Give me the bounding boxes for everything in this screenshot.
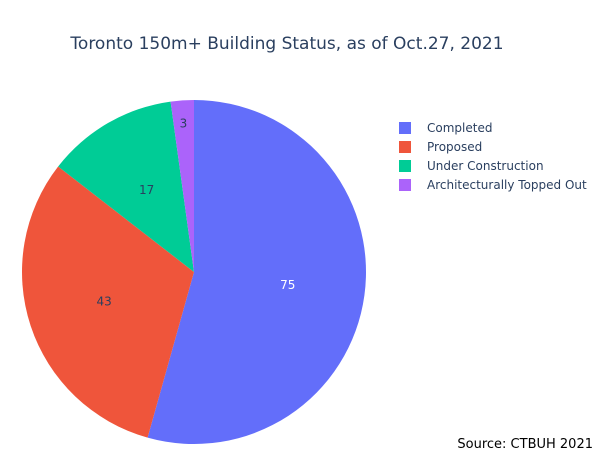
data-label-under-construction: 17 [139, 183, 154, 197]
legend-item-under-construction[interactable]: Under Construction [399, 159, 544, 173]
pie-slice-under-construction[interactable] [58, 101, 194, 272]
legend-item-proposed[interactable]: Proposed [399, 140, 482, 154]
pie-slice-architecturally-topped-out[interactable] [170, 100, 194, 272]
pie-slices [22, 100, 367, 444]
pie-slice-proposed[interactable] [22, 166, 195, 438]
legend-item-completed[interactable]: Completed [399, 121, 492, 135]
legend-swatch-under-construction [399, 160, 411, 172]
source-note: Source: CTBUH 2021 [457, 437, 593, 452]
data-label-proposed: 43 [97, 295, 112, 309]
chart-title: Toronto 150m+ Building Status, as of Oct… [70, 34, 504, 54]
legend-item-architecturally-topped-out[interactable]: Architecturally Topped Out [399, 178, 587, 192]
legend-label-under-construction: Under Construction [427, 159, 544, 173]
legend-swatch-proposed [399, 141, 411, 153]
pie-data-labels: 75 43 17 3 [97, 116, 296, 308]
data-label-completed: 75 [280, 278, 295, 292]
legend-label-architecturally-topped-out: Architecturally Topped Out [427, 178, 587, 192]
data-label-architecturally-topped-out: 3 [180, 116, 188, 130]
legend-swatch-completed [399, 122, 411, 134]
pie-slice-completed[interactable] [147, 100, 367, 444]
legend-label-completed: Completed [427, 121, 492, 135]
legend-swatch-architecturally-topped-out [399, 179, 411, 191]
legend-label-proposed: Proposed [427, 140, 482, 154]
legend[interactable]: Completed Proposed Under Construction Archi… [399, 121, 587, 192]
